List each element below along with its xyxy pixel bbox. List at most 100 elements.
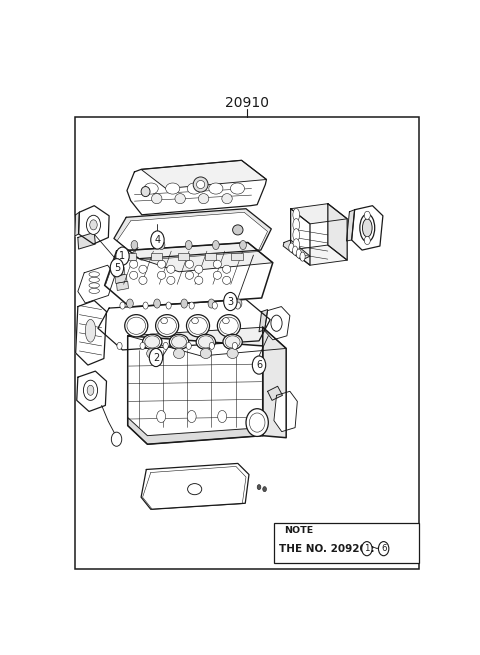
Polygon shape (128, 328, 286, 356)
Polygon shape (290, 209, 310, 265)
Ellipse shape (169, 334, 189, 349)
Polygon shape (127, 160, 266, 215)
Ellipse shape (293, 219, 300, 231)
Polygon shape (141, 464, 249, 510)
Circle shape (224, 292, 237, 310)
Ellipse shape (87, 385, 94, 396)
Ellipse shape (90, 220, 97, 230)
Ellipse shape (144, 183, 158, 194)
Ellipse shape (198, 194, 209, 204)
Ellipse shape (89, 288, 99, 293)
Ellipse shape (230, 183, 244, 194)
Ellipse shape (193, 177, 208, 192)
Ellipse shape (161, 318, 168, 324)
Circle shape (252, 356, 266, 374)
FancyBboxPatch shape (274, 523, 419, 563)
Ellipse shape (172, 336, 186, 348)
Ellipse shape (145, 336, 160, 348)
Ellipse shape (86, 215, 100, 234)
Polygon shape (78, 265, 115, 303)
Text: 1: 1 (364, 544, 370, 553)
Circle shape (131, 240, 138, 250)
Circle shape (378, 542, 389, 555)
Circle shape (185, 240, 192, 250)
Ellipse shape (173, 348, 185, 358)
Ellipse shape (167, 265, 175, 273)
Ellipse shape (293, 208, 300, 221)
Ellipse shape (166, 183, 180, 194)
Ellipse shape (196, 181, 204, 189)
Ellipse shape (157, 260, 166, 269)
Polygon shape (98, 299, 270, 350)
Circle shape (209, 343, 215, 349)
Polygon shape (283, 240, 310, 260)
Circle shape (362, 542, 372, 555)
Circle shape (212, 302, 217, 309)
Ellipse shape (296, 249, 301, 258)
Ellipse shape (84, 380, 97, 400)
Ellipse shape (293, 229, 300, 241)
Polygon shape (328, 204, 347, 260)
Ellipse shape (213, 271, 221, 279)
Circle shape (189, 302, 194, 309)
Circle shape (111, 432, 122, 446)
Polygon shape (263, 328, 286, 438)
Ellipse shape (223, 334, 242, 349)
Circle shape (187, 411, 196, 422)
Circle shape (140, 343, 145, 349)
Ellipse shape (185, 260, 193, 269)
Polygon shape (352, 206, 383, 250)
Polygon shape (274, 391, 297, 432)
Circle shape (364, 212, 370, 219)
Ellipse shape (225, 336, 240, 348)
Ellipse shape (217, 314, 240, 337)
Polygon shape (290, 245, 347, 265)
Ellipse shape (195, 265, 203, 273)
Ellipse shape (125, 314, 148, 337)
Ellipse shape (289, 243, 294, 252)
Ellipse shape (113, 437, 120, 441)
Ellipse shape (89, 283, 99, 288)
Circle shape (257, 485, 261, 490)
Ellipse shape (143, 334, 162, 349)
Text: 6: 6 (256, 360, 262, 370)
Polygon shape (117, 282, 129, 290)
Ellipse shape (186, 314, 210, 337)
Circle shape (235, 299, 242, 308)
Polygon shape (347, 210, 355, 241)
Text: 20910: 20910 (225, 96, 269, 110)
Circle shape (232, 343, 238, 349)
Ellipse shape (188, 483, 202, 495)
Ellipse shape (246, 409, 268, 436)
FancyBboxPatch shape (178, 253, 189, 260)
Ellipse shape (152, 194, 162, 204)
Ellipse shape (157, 271, 166, 279)
Polygon shape (105, 242, 273, 307)
Text: 4: 4 (155, 235, 160, 245)
Circle shape (116, 247, 129, 265)
Ellipse shape (141, 187, 150, 196)
Ellipse shape (196, 334, 216, 349)
Polygon shape (76, 301, 107, 365)
Polygon shape (259, 310, 267, 332)
Ellipse shape (139, 265, 147, 273)
Ellipse shape (213, 260, 221, 269)
Ellipse shape (223, 318, 229, 324)
Text: 2: 2 (153, 352, 159, 362)
Ellipse shape (362, 219, 372, 237)
Ellipse shape (360, 214, 375, 242)
Ellipse shape (209, 183, 223, 194)
Ellipse shape (223, 276, 231, 284)
Polygon shape (128, 336, 263, 444)
Circle shape (163, 343, 168, 349)
Text: 6: 6 (381, 544, 386, 553)
Ellipse shape (130, 260, 138, 269)
Ellipse shape (167, 276, 175, 284)
Ellipse shape (195, 276, 203, 284)
Ellipse shape (139, 276, 147, 284)
Circle shape (158, 240, 165, 250)
Ellipse shape (249, 413, 265, 432)
Ellipse shape (271, 315, 282, 331)
Polygon shape (290, 204, 347, 224)
Circle shape (157, 411, 166, 422)
